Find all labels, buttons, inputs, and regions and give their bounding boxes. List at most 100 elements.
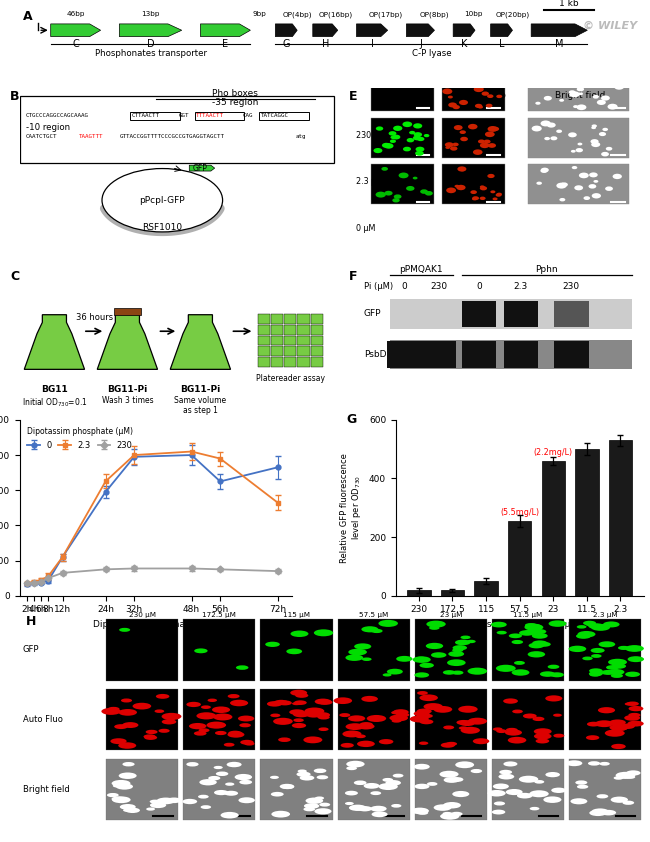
Circle shape [448,651,464,657]
Circle shape [198,795,209,798]
Circle shape [609,719,626,726]
Circle shape [532,633,548,639]
Circle shape [460,131,466,134]
Circle shape [605,186,613,191]
Circle shape [443,726,454,729]
Circle shape [578,631,595,637]
Circle shape [294,701,307,705]
Circle shape [599,762,610,765]
Circle shape [588,761,600,765]
Circle shape [551,136,558,141]
Circle shape [505,729,522,736]
Circle shape [532,125,541,131]
Circle shape [200,779,217,786]
Circle shape [270,775,279,779]
Circle shape [359,722,373,727]
Text: OP(8bp): OP(8bp) [420,11,449,18]
Circle shape [372,812,387,818]
Bar [609,440,632,596]
Circle shape [614,84,624,90]
Circle shape [493,783,509,789]
Circle shape [121,699,132,702]
Circle shape [588,623,604,629]
Text: Bright field: Bright field [555,91,605,100]
Circle shape [589,669,603,674]
Circle shape [446,742,457,746]
Circle shape [122,722,138,728]
Circle shape [534,780,544,784]
Circle shape [495,194,502,197]
Bar [284,346,296,356]
Text: GFP: GFP [363,309,381,318]
Bar [257,346,270,356]
Bar [298,314,309,324]
Circle shape [122,762,135,766]
Circle shape [456,720,471,725]
Text: 13bp: 13bp [141,11,160,17]
Circle shape [427,782,437,786]
Circle shape [357,741,375,747]
Circle shape [590,139,599,144]
Circle shape [189,723,207,729]
Circle shape [592,125,597,127]
Bar [508,521,532,596]
Circle shape [346,761,365,767]
Circle shape [452,645,467,650]
Circle shape [413,123,423,129]
Polygon shape [276,24,297,36]
Circle shape [239,723,251,727]
Circle shape [298,770,307,773]
Circle shape [346,766,357,770]
Circle shape [318,700,333,705]
Circle shape [292,702,301,706]
Text: GFP: GFP [393,91,410,100]
Circle shape [420,189,428,194]
Circle shape [472,197,477,200]
Text: C-P lyase: C-P lyase [411,50,451,58]
Circle shape [519,630,534,636]
Bar [261,689,333,750]
Circle shape [627,701,639,706]
Circle shape [586,735,599,740]
Circle shape [194,731,207,736]
Text: C: C [10,270,19,283]
Circle shape [281,785,294,789]
Circle shape [545,695,562,701]
Circle shape [626,770,640,775]
Circle shape [315,699,332,705]
Text: 115 μM: 115 μM [283,611,310,617]
Circle shape [598,78,604,82]
Circle shape [578,93,583,95]
Circle shape [419,742,428,745]
Circle shape [382,778,393,782]
Circle shape [611,743,626,749]
Text: (2.2mg/L): (2.2mg/L) [534,447,573,456]
Bar [311,357,323,367]
Circle shape [201,706,211,709]
Circle shape [480,142,489,148]
Circle shape [608,104,617,109]
Circle shape [569,90,575,94]
Circle shape [413,136,421,141]
Bar [106,689,178,750]
Circle shape [488,143,496,148]
Text: 0 μM: 0 μM [356,224,376,233]
Circle shape [550,672,564,677]
Circle shape [546,81,552,85]
Circle shape [239,780,252,785]
Bar [195,112,244,120]
Text: C: C [72,40,79,50]
Circle shape [112,780,131,786]
Text: 11.5 μM: 11.5 μM [514,611,543,617]
Circle shape [454,184,460,188]
Text: 2.3: 2.3 [514,282,528,291]
Circle shape [415,657,426,661]
Circle shape [503,698,518,704]
Circle shape [544,96,552,100]
Circle shape [568,132,577,137]
Circle shape [224,743,235,747]
Text: Bright field: Bright field [23,785,70,794]
Circle shape [387,669,403,674]
Circle shape [345,791,358,796]
Circle shape [215,731,227,735]
